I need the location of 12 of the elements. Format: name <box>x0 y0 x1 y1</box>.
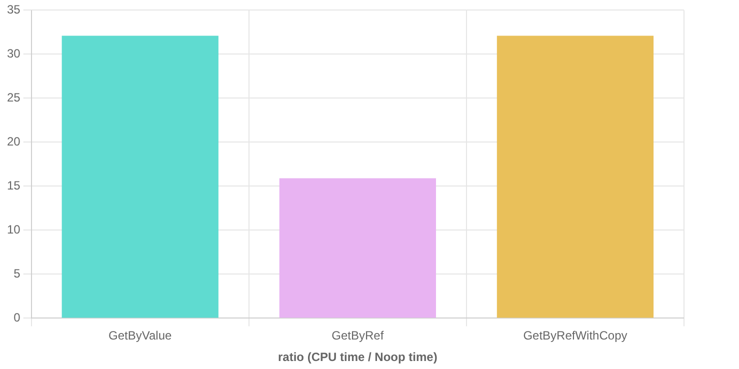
x-tick-label: GetByRefWithCopy <box>523 328 628 343</box>
y-tick-label: 25 <box>6 90 21 105</box>
y-tick-label: 5 <box>14 266 21 281</box>
x-tick-label: GetByValue <box>108 328 172 343</box>
y-tick-label: 35 <box>6 2 21 17</box>
y-tick-label: 0 <box>14 310 21 325</box>
x-tick-label: GetByRef <box>332 328 384 343</box>
x-axis-title: ratio (CPU time / Noop time) <box>278 350 438 364</box>
y-tick-label: 20 <box>6 134 21 149</box>
y-tick-label: 30 <box>6 46 21 61</box>
y-tick-label: 10 <box>6 222 21 237</box>
y-tick-label: 15 <box>6 178 21 193</box>
